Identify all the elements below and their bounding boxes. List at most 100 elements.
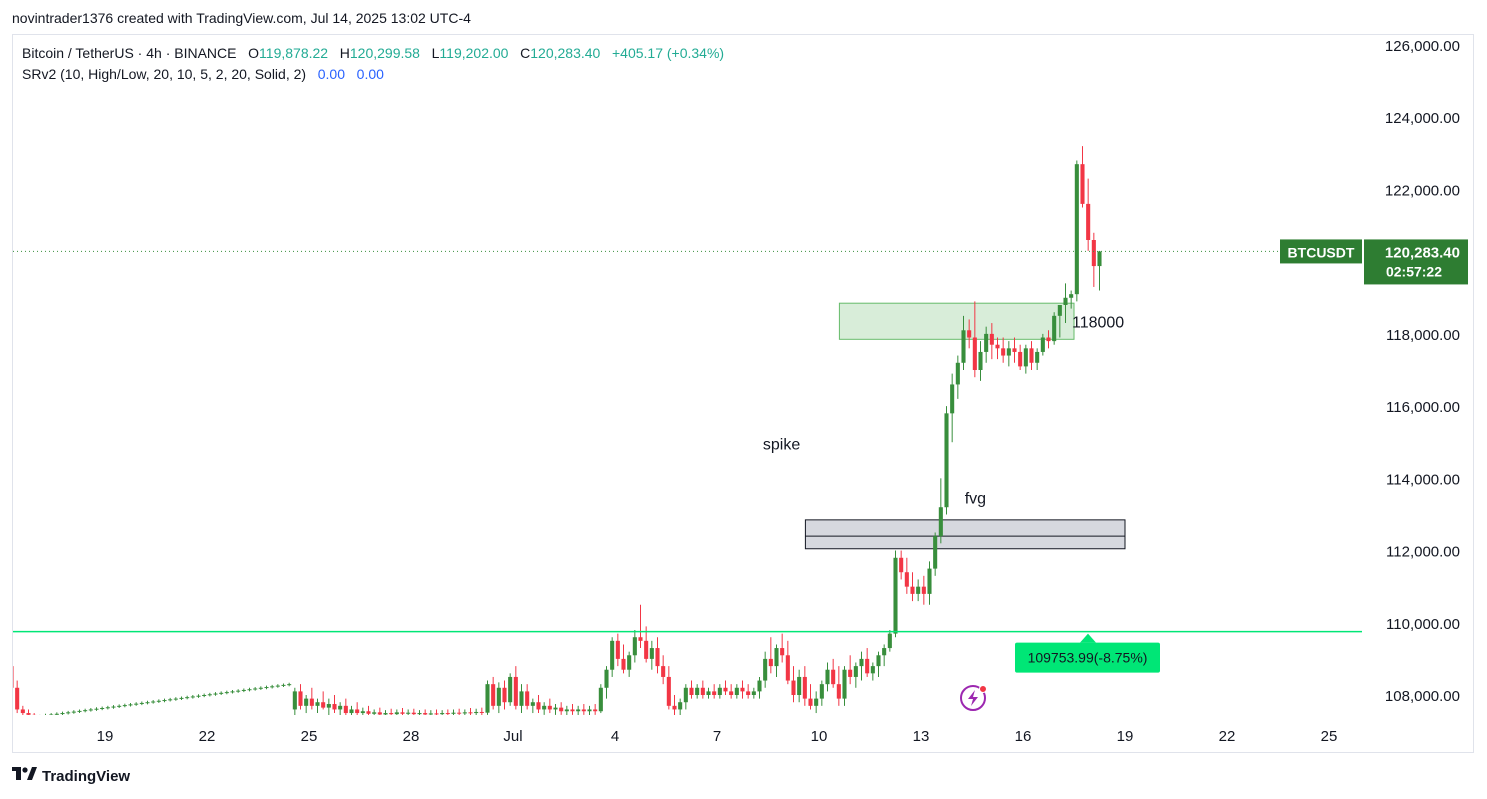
candle-body — [808, 698, 813, 706]
candle-body — [128, 704, 133, 706]
candle-body — [655, 648, 660, 667]
x-tick-label: 19 — [97, 728, 114, 745]
candle-body — [921, 586, 926, 594]
candle-body — [287, 684, 292, 686]
candle-body — [916, 586, 921, 594]
candle-body — [536, 702, 541, 710]
candle-body — [428, 713, 433, 715]
x-tick-label: 25 — [1321, 728, 1338, 745]
candle-body — [570, 709, 575, 712]
candle-body — [955, 362, 960, 385]
candle-body — [326, 704, 331, 708]
candle-body — [836, 684, 841, 699]
candle-body — [627, 655, 632, 670]
axis-layer: 126,000.00 124,000.00 122,000.00 118,000.00… — [97, 38, 1468, 745]
candle-body — [700, 687, 705, 695]
candle-body — [343, 705, 348, 714]
y-tick-label: 110,000.00 — [1386, 616, 1460, 633]
candle-body — [26, 713, 31, 715]
chart-frame — [12, 34, 1474, 753]
candle-body — [13, 666, 14, 688]
candle-body — [757, 680, 762, 692]
candle-body — [474, 711, 479, 714]
close-value: 120,283.40 — [530, 45, 601, 61]
candle-body — [502, 687, 507, 703]
y-tick-label: 114,000.00 — [1386, 471, 1460, 488]
candle-body — [20, 709, 25, 714]
candle-body — [411, 712, 416, 715]
symbol-tag — [1280, 239, 1362, 264]
candle-body — [219, 692, 224, 694]
open-value: 119,878.22 — [259, 45, 329, 61]
candle-body — [83, 710, 88, 712]
change-value: +405.17 (+0.34%) — [612, 45, 725, 61]
candle-body — [576, 709, 581, 712]
indicator-legend: SRv2 (10, High/Low, 20, 10, 5, 2, 20, So… — [22, 66, 384, 82]
candle-body — [542, 705, 547, 710]
x-tick-label: Jul — [503, 728, 522, 745]
attribution-text: novintrader1376 created with TradingView… — [12, 10, 471, 26]
candle-body — [785, 655, 790, 681]
candle-body — [173, 698, 178, 700]
candle-body — [54, 713, 59, 715]
candle-body — [853, 666, 858, 677]
tradingview-footer[interactable]: TradingView — [12, 767, 130, 786]
candle-body — [162, 700, 167, 702]
candle-body — [989, 333, 994, 345]
low-value: 119,202.00 — [439, 45, 509, 61]
symbol-title[interactable]: Bitcoin / TetherUS · 4h · BINANCE — [22, 45, 237, 61]
x-tick-label: 13 — [913, 728, 930, 745]
candle-body — [984, 333, 989, 352]
candle-body — [230, 691, 235, 693]
x-tick-label: 16 — [1015, 728, 1032, 745]
candle-body — [185, 697, 190, 699]
candle-body — [349, 709, 354, 714]
candle-body — [139, 702, 144, 704]
candle-body — [723, 687, 728, 692]
candle-body — [746, 691, 751, 695]
candle-body — [751, 691, 756, 695]
candle-body — [774, 648, 779, 667]
candle-body — [978, 351, 983, 370]
indicator-value-1: 0.00 — [317, 66, 345, 82]
candle-body — [66, 712, 71, 714]
candle-body — [77, 710, 82, 712]
y-tick-label: 116,000.00 — [1386, 399, 1460, 416]
candle-body — [740, 687, 745, 692]
low-label: L — [431, 45, 440, 61]
candle-body — [190, 696, 195, 698]
candle-body — [763, 658, 768, 681]
candle-body — [768, 658, 773, 667]
tradingview-brand: TradingView — [42, 768, 131, 785]
price-badge-value: 120,283.40 — [1385, 244, 1460, 261]
candle-body — [1069, 294, 1074, 298]
candle-body — [848, 669, 853, 677]
open-label: O — [248, 45, 260, 61]
candle-body — [462, 712, 467, 714]
support-badge-label: 109753.99(-8.75%) — [1028, 650, 1148, 666]
candle-body — [678, 702, 683, 710]
candle-body — [440, 713, 445, 715]
y-tick-label: 126,000.00 — [1385, 38, 1460, 55]
candle-body — [168, 699, 173, 701]
indicator-title[interactable]: SRv2 (10, High/Low, 20, 10, 5, 2, 20, So… — [22, 66, 307, 82]
resistance-zone — [838, 302, 1075, 340]
candle-body — [604, 669, 609, 688]
candle-body — [1097, 251, 1102, 267]
candle-body — [281, 684, 286, 686]
candle-body — [15, 687, 20, 710]
candle-body — [332, 704, 337, 710]
candle-body — [145, 702, 150, 704]
candle-body — [372, 712, 377, 714]
y-tick-label: 112,000.00 — [1386, 544, 1460, 561]
candle-body — [598, 687, 603, 712]
y-tick-label: 122,000.00 — [1385, 182, 1460, 199]
tradingview-logo-icon — [12, 767, 38, 786]
symbol-legend: Bitcoin / TetherUS · 4h · BINANCE O119,8… — [22, 45, 724, 61]
candle-body — [292, 691, 297, 710]
high-value: 120,299.58 — [349, 45, 420, 61]
candle-body — [485, 684, 490, 713]
candle-body — [491, 684, 496, 706]
candle-body — [882, 648, 887, 656]
